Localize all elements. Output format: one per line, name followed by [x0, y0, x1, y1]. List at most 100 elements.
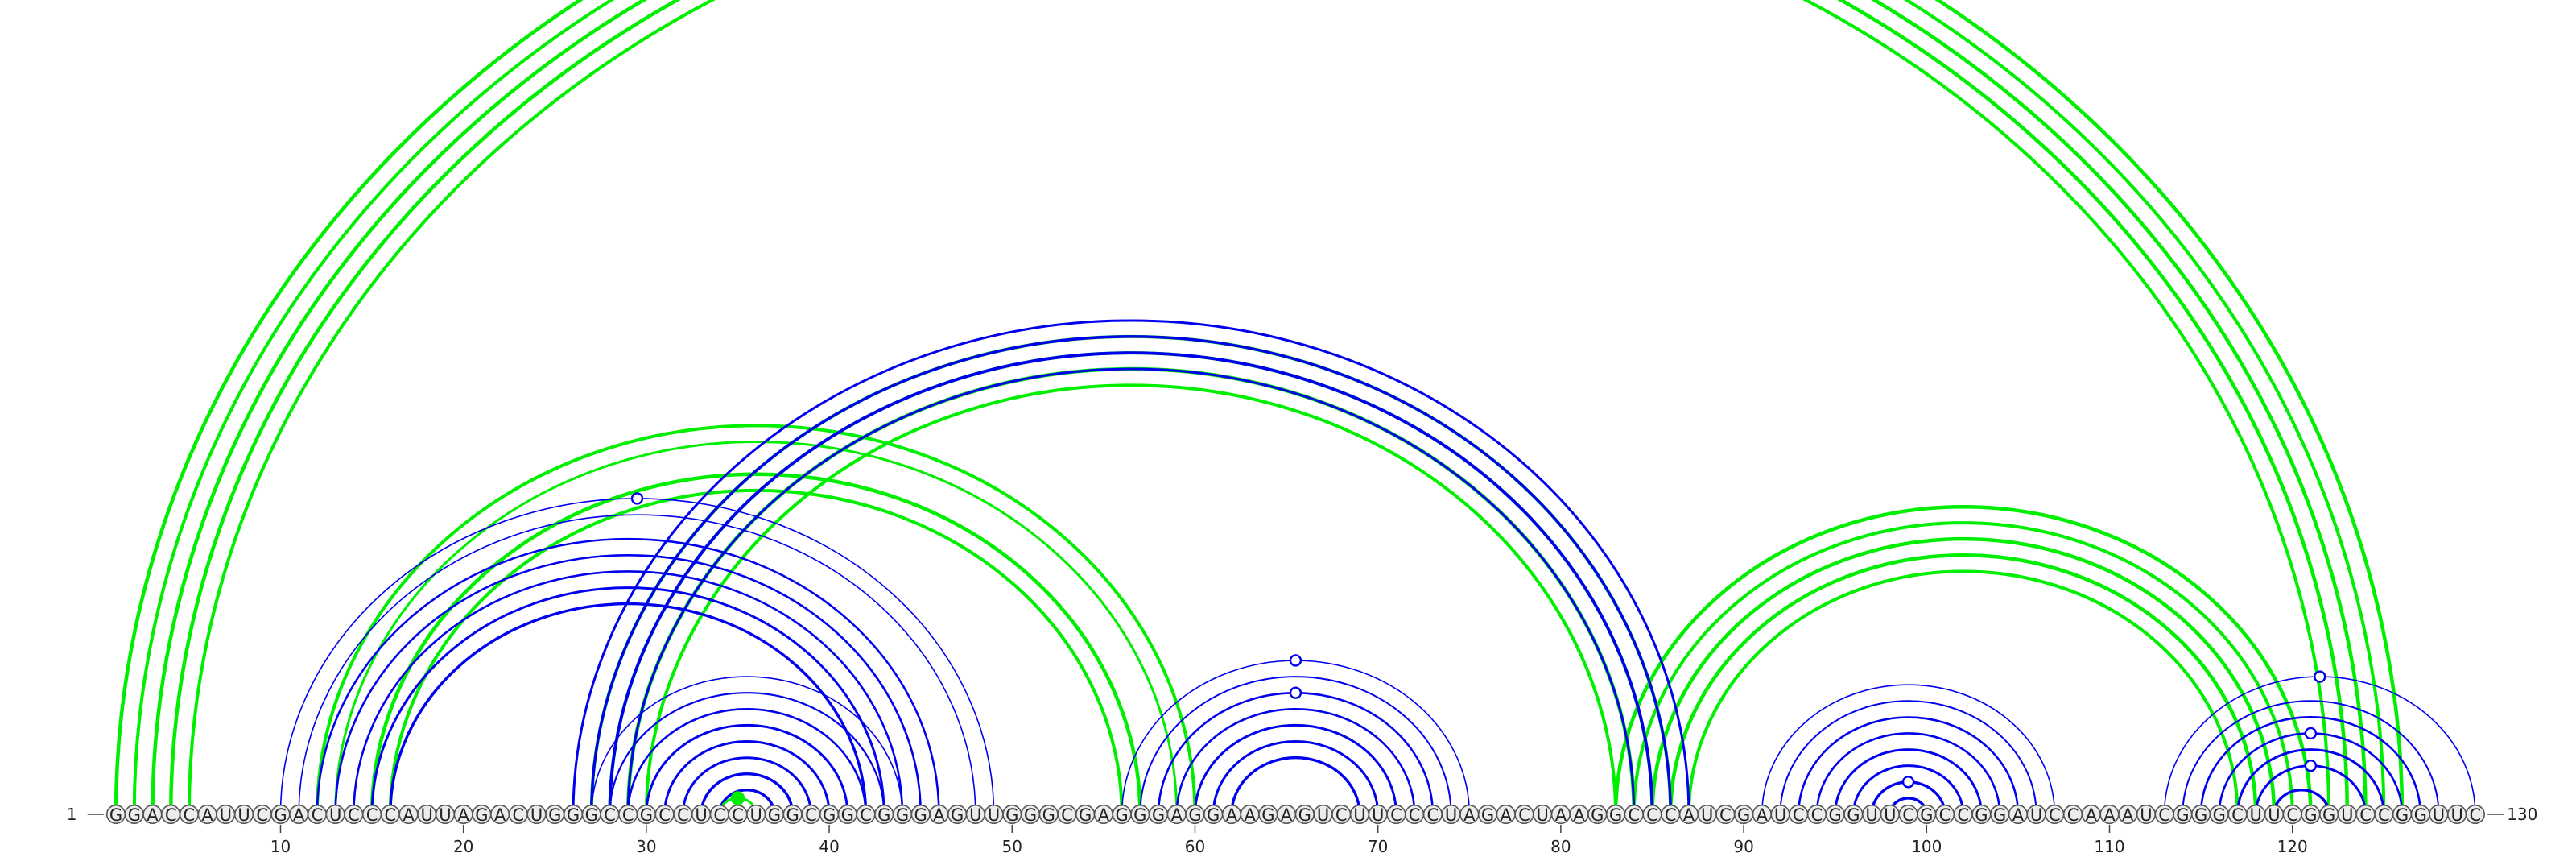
nucleotide-letter: G: [2322, 805, 2335, 825]
nucleotide: G: [2320, 805, 2339, 825]
base-pair-arc: [1122, 660, 1470, 814]
nucleotide-letter: G: [1920, 805, 1933, 825]
nucleotide-letter: C: [1390, 805, 1402, 825]
axis-tick-label: 80: [1550, 837, 1571, 856]
nucleotide: U: [326, 805, 345, 825]
nucleotide: G: [564, 805, 583, 825]
nucleotide-letter: C: [1665, 805, 1677, 825]
nucleotide: C: [1406, 805, 1424, 825]
nucleotide: C: [2375, 805, 2393, 825]
nucleotide: C: [308, 805, 327, 825]
nucleotide-letter: A: [1098, 805, 1110, 825]
nucleotide: G: [1991, 805, 2009, 825]
nucleotide: G: [1259, 805, 1278, 825]
nucleotide-letter: U: [439, 805, 451, 825]
nucleotide: C: [363, 805, 382, 825]
nucleotide: C: [1624, 805, 1643, 825]
nucleotide: U: [2137, 805, 2156, 825]
nucleotide-letter: U: [2030, 805, 2042, 825]
nucleotide: G: [2211, 805, 2229, 825]
nucleotide: C: [253, 805, 271, 825]
nucleotide: U: [1351, 805, 1369, 825]
nucleotide-letter: C: [1427, 805, 1439, 825]
nucleotide-letter: C: [658, 805, 671, 825]
axis-tick-label: 90: [1733, 837, 1753, 856]
nucleotide-letter: G: [475, 805, 488, 825]
nucleotide-letter: G: [128, 805, 141, 825]
nucleotide-letter: U: [237, 805, 250, 825]
nucleotide: C: [729, 805, 747, 825]
nucleotide: C: [2155, 805, 2174, 825]
nucleotide: G: [271, 805, 290, 825]
nucleotide-letter: G: [1847, 805, 1860, 825]
nucleotide-letter: G: [548, 805, 561, 825]
nucleotide-letter: C: [677, 805, 689, 825]
nucleotide: G: [1131, 805, 1150, 825]
nucleotide: G: [839, 805, 857, 825]
nucleotide: C: [1643, 805, 1662, 825]
nucleotide: C: [1936, 805, 1955, 825]
base-pair-arc: [1670, 555, 2256, 814]
nucleotide-letter: A: [1244, 805, 1256, 825]
pair-marker: [2314, 672, 2325, 682]
nucleotide: G: [1588, 805, 1607, 825]
nucleotide: G: [948, 805, 967, 825]
nucleotide-letter: G: [841, 805, 854, 825]
nucleotide: G: [1735, 805, 1753, 825]
nucleotide-letter: U: [1701, 805, 1713, 825]
nucleotide-letter: C: [1719, 805, 1732, 825]
nucleotide-letter: U: [329, 805, 341, 825]
nucleotide: C: [710, 805, 729, 825]
nucleotide-letter: A: [1171, 805, 1183, 825]
nucleotide-letter: C: [1646, 805, 1658, 825]
nucleotide-letter: G: [1975, 805, 1988, 825]
nucleotide: G: [125, 805, 143, 825]
nucleotide-letter: G: [1261, 805, 1274, 825]
nucleotide-letter: C: [1793, 805, 1805, 825]
nucleotide: C: [674, 805, 692, 825]
nucleotide-letter: G: [2396, 805, 2409, 825]
nucleotide-letter: C: [348, 805, 360, 825]
nucleotide: U: [2027, 805, 2046, 825]
nucleotide: U: [967, 805, 985, 825]
nucleotide: U: [1442, 805, 1460, 825]
nucleotide-letter: U: [2450, 805, 2462, 825]
nucleotide-letter: G: [768, 805, 781, 825]
nucleotide-letter: C: [184, 805, 196, 825]
nucleotide-letter: G: [2194, 805, 2207, 825]
nucleotide: A: [930, 805, 948, 825]
nucleotide-letter: A: [1573, 805, 1585, 825]
nucleotide: C: [2046, 805, 2064, 825]
nucleotide: U: [418, 805, 436, 825]
nucleotide-letter: U: [695, 805, 707, 825]
nucleotide: A: [1680, 805, 1699, 825]
pair-marker: [2306, 760, 2316, 771]
nucleotide-letter: G: [1298, 805, 1311, 825]
nucleotide-letter: G: [2304, 805, 2317, 825]
nucleotide: U: [2265, 805, 2284, 825]
nucleotide-letter: G: [1591, 805, 1604, 825]
nucleotide-letter: C: [2286, 805, 2298, 825]
nucleotide-letter: C: [165, 805, 177, 825]
nucleotide-letter: G: [951, 805, 964, 825]
pair-marker: [1903, 776, 1913, 787]
nucleotide-letter: G: [274, 805, 287, 825]
nucleotide: C: [2283, 805, 2301, 825]
nucleotide-letter: U: [1317, 805, 1329, 825]
nucleotide-letter: G: [877, 805, 890, 825]
nucleotide-letter: G: [1481, 805, 1494, 825]
nucleotide: U: [527, 805, 546, 825]
nucleotide: G: [894, 805, 912, 825]
nucleotide: U: [1863, 805, 1881, 825]
nucleotide: A: [198, 805, 217, 825]
nucleotide: G: [638, 805, 656, 825]
nucleotide-letter: U: [530, 805, 543, 825]
axis-tick-label: 120: [2277, 837, 2308, 856]
nucleotide-letter: C: [604, 805, 616, 825]
nucleotide-letter: A: [293, 805, 305, 825]
nucleotide: C: [1515, 805, 1534, 825]
nucleotide: G: [2174, 805, 2192, 825]
nucleotide-letter: U: [2433, 805, 2445, 825]
